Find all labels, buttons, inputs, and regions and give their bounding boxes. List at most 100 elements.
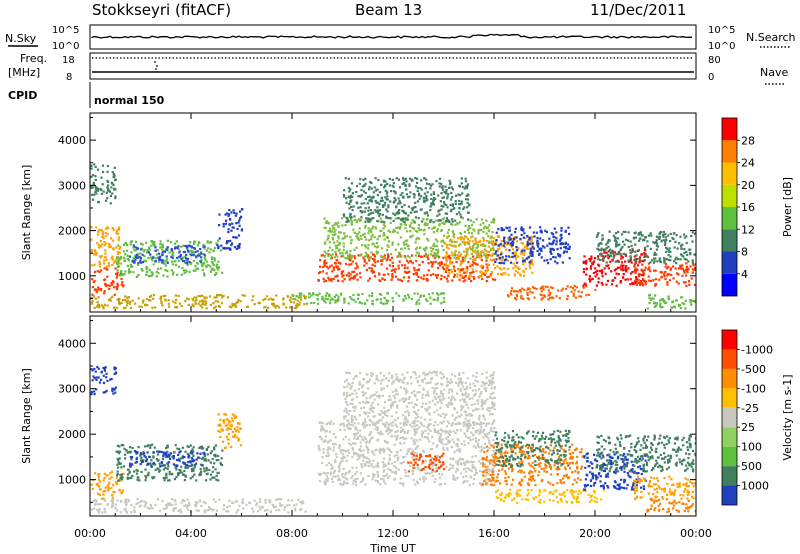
velocity-echo-cell bbox=[179, 508, 182, 511]
velocity-echo-cell bbox=[168, 479, 171, 482]
power-echo-cell bbox=[469, 219, 473, 222]
power-echo-cell bbox=[352, 298, 355, 301]
power-echo-cell bbox=[355, 262, 358, 265]
power-echo-cell bbox=[324, 221, 328, 225]
freq-tick-bottom: 8 bbox=[66, 72, 72, 83]
power-echo-cell bbox=[330, 257, 333, 260]
power-echo-cell bbox=[386, 191, 389, 194]
power-echo-cell bbox=[496, 254, 499, 257]
velocity-echo-cell bbox=[387, 432, 390, 435]
power-echo-cell bbox=[338, 248, 341, 251]
velocity-echo-cell bbox=[466, 436, 469, 439]
power-echo-cell bbox=[378, 279, 381, 282]
power-echo-cell bbox=[468, 203, 471, 206]
power-echo-cell bbox=[602, 255, 605, 258]
power-echo-cell bbox=[421, 220, 424, 223]
velocity-echo-cell bbox=[192, 450, 195, 453]
power-y-tick-label: 1000 bbox=[58, 270, 86, 283]
power-echo-cell bbox=[214, 300, 217, 303]
velocity-echo-cell bbox=[345, 472, 348, 475]
velocity-echo-cell bbox=[163, 464, 166, 467]
velocity-echo-cell bbox=[151, 507, 154, 510]
power-echo-cell bbox=[210, 256, 214, 259]
power-echo-cell bbox=[172, 300, 175, 303]
velocity-echo-cell bbox=[355, 471, 358, 474]
power-echo-cell bbox=[313, 301, 316, 304]
power-echo-cell bbox=[355, 185, 359, 188]
velocity-echo-cell bbox=[364, 402, 367, 405]
power-echo-cell bbox=[359, 206, 362, 209]
power-echo-cell bbox=[461, 274, 464, 277]
power-echo-cell bbox=[531, 247, 534, 250]
power-echo-cell bbox=[523, 288, 526, 291]
power-echo-cell bbox=[487, 268, 490, 271]
velocity-echo-cell bbox=[112, 490, 115, 494]
power-echo-cell bbox=[413, 220, 416, 223]
power-echo-cell bbox=[512, 267, 515, 270]
power-echo-cell bbox=[364, 226, 367, 229]
power-echo-cell bbox=[433, 192, 436, 196]
velocity-echo-cell bbox=[123, 447, 126, 450]
power-echo-cell bbox=[653, 251, 656, 254]
velocity-echo-cell bbox=[211, 476, 214, 479]
velocity-echo-cell bbox=[219, 435, 222, 439]
power-echo-cell bbox=[134, 246, 137, 249]
power-echo-cell bbox=[425, 255, 428, 258]
power-echo-cell bbox=[619, 280, 622, 283]
velocity-echo-cell bbox=[131, 463, 134, 466]
velocity-echo-cell bbox=[146, 506, 149, 509]
power-echo-cell bbox=[102, 307, 105, 310]
power-echo-cell bbox=[395, 177, 398, 180]
power-echo-cell bbox=[118, 228, 121, 231]
velocity-echo-cell bbox=[359, 441, 362, 444]
power-echo-cell bbox=[614, 232, 618, 235]
velocity-echo-cell bbox=[340, 483, 343, 486]
power-echo-cell bbox=[386, 198, 389, 201]
power-echo-cell bbox=[363, 264, 366, 267]
power-echo-cell bbox=[116, 282, 119, 285]
power-echo-cell bbox=[410, 298, 413, 301]
velocity-echo-cell bbox=[414, 433, 417, 436]
power-echo-cell bbox=[656, 260, 659, 263]
power-echo-cell bbox=[341, 254, 344, 257]
power-echo-cell bbox=[371, 271, 374, 274]
power-echo-cell bbox=[415, 238, 418, 241]
power-echo-cell bbox=[537, 245, 540, 248]
power-echo-cell bbox=[589, 267, 592, 270]
power-echo-cell bbox=[198, 242, 201, 245]
power-echo-cell bbox=[213, 269, 216, 272]
velocity-echo-cell bbox=[108, 481, 111, 484]
power-echo-cell bbox=[633, 263, 636, 266]
power-echo-cell bbox=[363, 260, 366, 263]
power-echo-cell bbox=[194, 250, 197, 253]
velocity-echo-cell bbox=[474, 446, 477, 449]
power-echo-cell bbox=[212, 249, 215, 252]
power-echo-cell bbox=[654, 284, 657, 287]
power-echo-cell bbox=[397, 267, 400, 270]
velocity-echo-cell bbox=[353, 434, 357, 437]
velocity-echo-cell bbox=[209, 473, 213, 476]
velocity-echo-cell bbox=[479, 428, 482, 431]
power-echo-cell bbox=[548, 242, 551, 245]
velocity-echo-cell bbox=[179, 469, 182, 472]
velocity-echo-cell bbox=[388, 454, 391, 457]
velocity-echo-cell bbox=[379, 430, 382, 433]
power-echo-cell bbox=[190, 245, 193, 249]
power-echo-cell bbox=[97, 287, 100, 290]
velocity-echo-cell bbox=[207, 508, 210, 511]
power-echo-cell bbox=[131, 265, 134, 268]
velocity-echo-cell bbox=[297, 498, 300, 502]
power-echo-cell bbox=[355, 219, 358, 222]
power-echo-cell bbox=[469, 245, 472, 249]
power-echo-cell bbox=[622, 264, 625, 267]
power-echo-cell bbox=[122, 284, 125, 287]
velocity-echo-cell bbox=[343, 424, 346, 428]
power-echo-cell bbox=[187, 250, 190, 253]
velocity-echo-cell bbox=[423, 425, 426, 428]
power-echo-cell bbox=[424, 253, 427, 256]
velocity-echo-cell bbox=[104, 391, 107, 394]
power-echo-cell bbox=[409, 225, 412, 228]
velocity-echo-cell bbox=[186, 453, 189, 456]
power-echo-cell bbox=[373, 258, 376, 261]
